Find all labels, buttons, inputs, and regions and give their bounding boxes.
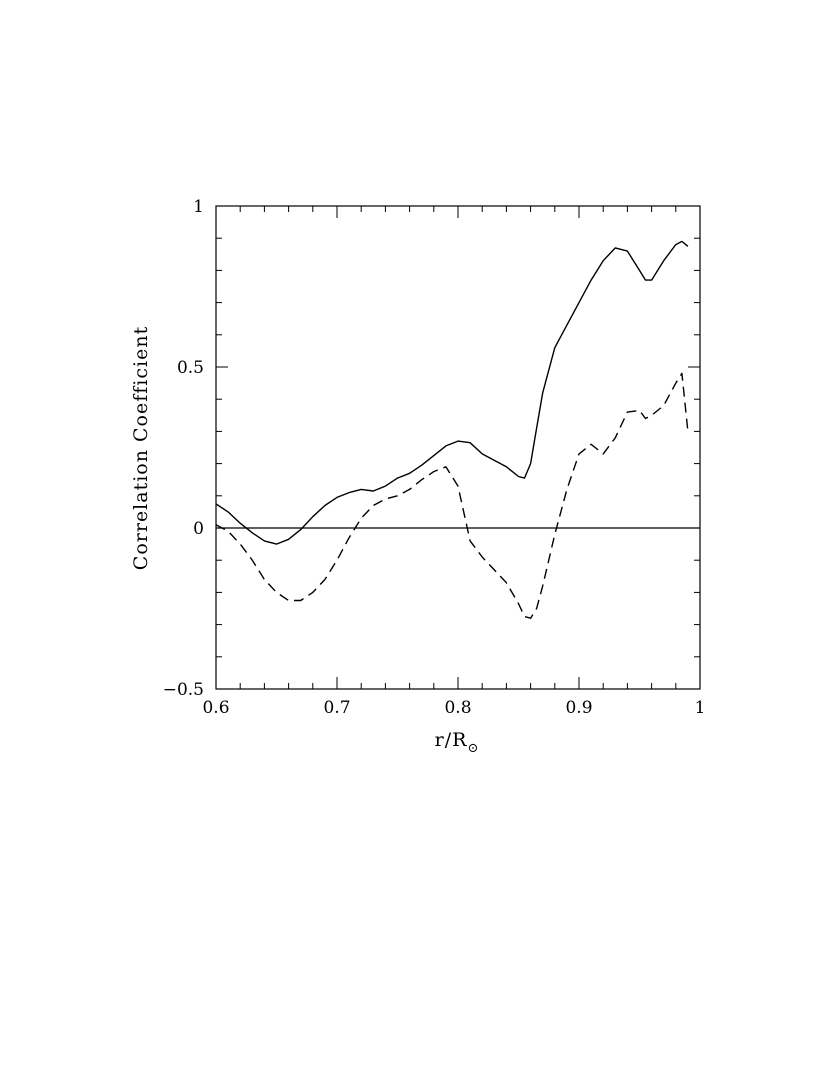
- x-tick-label: 1: [695, 698, 706, 718]
- y-tick-label: −0.5: [163, 680, 204, 700]
- x-tick-label: 0.6: [202, 698, 229, 718]
- x-axis-label: r/R⊙: [435, 729, 480, 756]
- x-axis-label-main: r/R: [435, 729, 468, 751]
- y-axis-label: Correlation Coefficient: [130, 326, 152, 570]
- x-tick-label: 0.8: [444, 698, 471, 718]
- series-line-solid: [215, 240, 689, 545]
- y-tick-label: 0.5: [177, 358, 204, 378]
- y-tick-label: 0: [193, 519, 204, 539]
- plot-frame: [215, 205, 701, 690]
- plot-layer: 0.6 0.7 0.8 0.9 1 −0.5 0 0.5 1: [163, 197, 706, 718]
- y-tick-label: 1: [193, 197, 204, 217]
- x-axis-label-subscript: ⊙: [467, 741, 479, 756]
- series-line-dashed: [215, 372, 689, 619]
- x-tick-label: 0.7: [323, 698, 350, 718]
- x-tick-label: 0.9: [565, 698, 592, 718]
